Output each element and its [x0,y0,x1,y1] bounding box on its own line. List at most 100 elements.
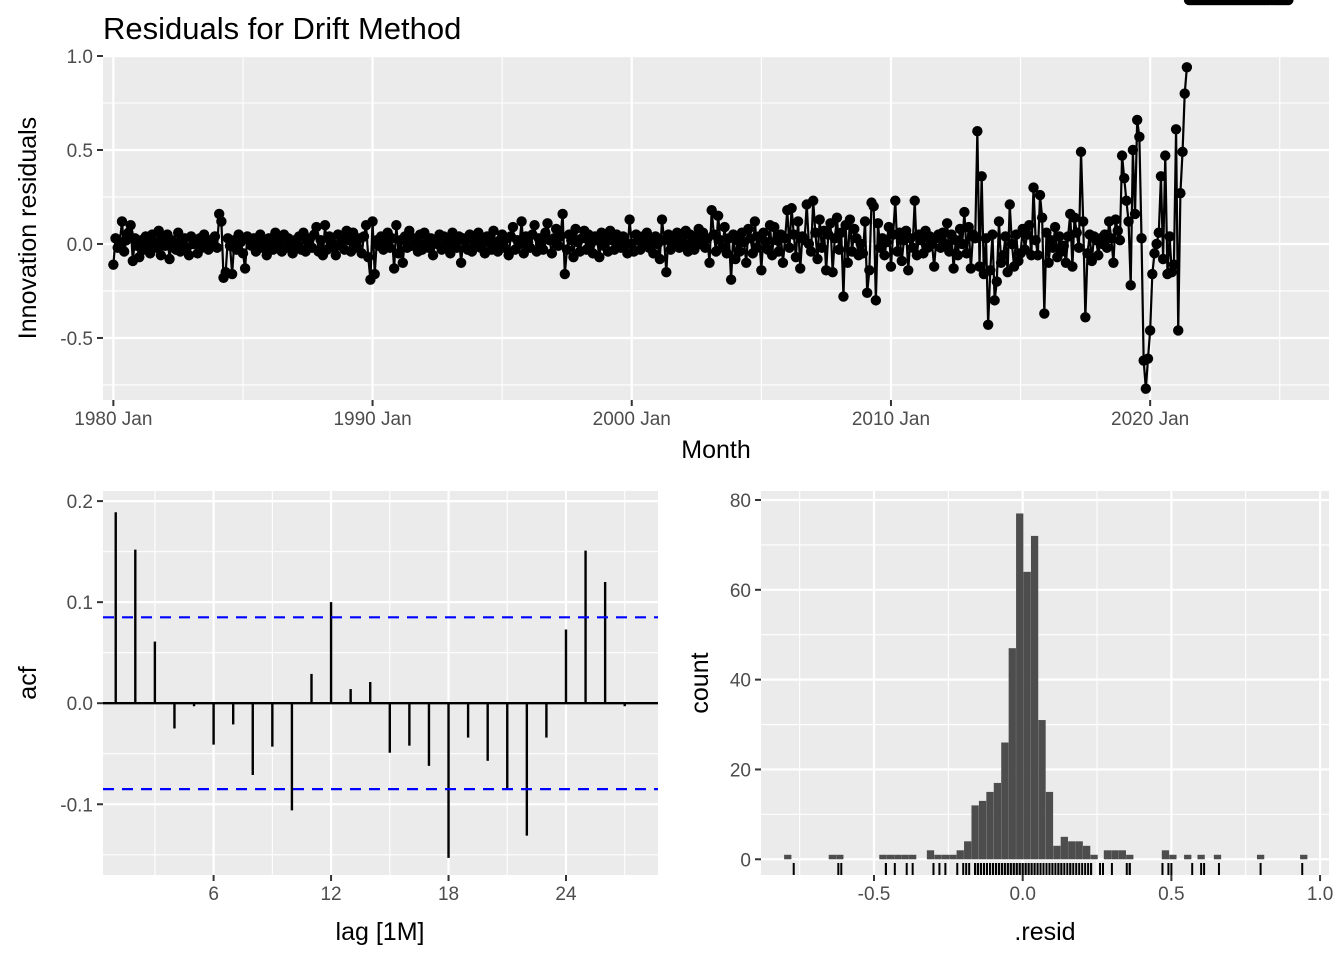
residual-point [118,246,130,257]
residual-point [883,221,895,233]
residual-point [1036,212,1048,223]
residual-point [1142,353,1154,364]
residual-point [954,223,966,235]
residual-point [885,261,897,272]
histogram-bar [879,854,887,860]
residual-point [795,263,806,274]
histogram-bar [1111,850,1119,860]
residual-point [423,242,434,253]
residual-point [656,214,668,225]
residual-point [855,238,866,250]
residual-point [287,248,298,259]
residual-point [1131,114,1143,126]
residual-point [561,244,573,255]
y-tick-label: 20 [730,760,751,781]
time-series-points [108,0,1294,394]
residual-point [1134,131,1145,143]
residual-point [678,238,689,250]
y-tick-label: 60 [730,581,751,602]
y-tick-label: 0.0 [67,694,93,715]
residual-point [976,171,987,182]
residual-point [773,246,784,257]
residual-point [741,257,752,268]
residual-point [330,250,342,261]
residual-point [369,268,380,280]
residual-point [665,244,676,255]
time-series-panel [103,56,1329,400]
histogram-bar [1016,513,1024,860]
residual-point [941,218,953,229]
residual-point [959,206,970,218]
residual-point [237,248,249,259]
residual-point [164,253,175,265]
residual-point [972,125,983,137]
residual-point [393,248,404,259]
histogram-y-axis-title: count [686,652,714,713]
residual-point [909,195,920,206]
residual-point [1108,257,1119,268]
residual-histogram-plot: -0.5 0.0 0.5 1.0 0 20 40 60 80 .resid count [686,491,1333,946]
residual-point [1073,242,1085,253]
residual-point [982,319,994,331]
residual-point [319,219,331,231]
residual-point [226,268,238,280]
residual-point [209,231,221,242]
residual-point [384,242,396,253]
residual-point [965,263,977,274]
residual-point [859,216,871,227]
y-tick-label: 0.5 [67,141,93,162]
residual-point [624,214,635,225]
y-tick-label: 0.0 [67,235,93,256]
residual-point [704,257,715,268]
residual-point [989,295,1000,306]
residual-point [890,195,901,206]
residual-point [719,221,730,233]
residual-point [661,266,672,278]
residual-point [1179,88,1190,99]
y-tick-label: 1.0 [67,47,93,68]
residuals-time-series-plot: Residuals for Drift Method 1980 Jan 1990 … [14,0,1329,464]
residual-point [998,250,1009,261]
residual-point [391,219,402,231]
histogram-bar [1103,850,1112,860]
residual-point [1062,231,1074,242]
residual-point [1069,212,1080,223]
residual-point [1030,235,1041,246]
residual-point [699,242,711,253]
residual-point [1058,240,1069,252]
residual-point [721,248,733,259]
histogram-bar [993,782,1002,860]
residual-point [896,255,907,267]
histogram-bar [1161,850,1170,860]
residual-point [388,263,400,274]
residual-point [1168,259,1180,270]
residual-point [849,223,860,235]
residual-point [805,246,817,257]
histogram-bar [956,850,964,860]
residual-point [985,265,996,276]
residual-point [1173,325,1184,336]
residual-point [857,248,869,259]
residual-point [455,257,467,268]
residual-point [499,242,510,253]
residual-point [466,246,478,257]
residual-point [1127,144,1139,156]
residual-point [397,257,409,268]
residual-point [557,208,568,220]
plot-title: Residuals for Drift Method [103,11,461,46]
residual-point [833,244,845,255]
residual-point [743,223,754,235]
residual-point [1082,248,1093,259]
residual-point [903,265,914,276]
residual-point [1153,227,1164,238]
y-tick-label: -0.1 [60,795,93,816]
residual-point [1157,253,1169,265]
residual-point [777,257,789,268]
residual-point [270,227,281,238]
histogram-bar [1053,845,1061,860]
residual-point [367,216,378,227]
residual-point [546,248,558,259]
residual-point [116,216,128,227]
residual-point [769,221,780,233]
residual-point [1032,250,1044,261]
